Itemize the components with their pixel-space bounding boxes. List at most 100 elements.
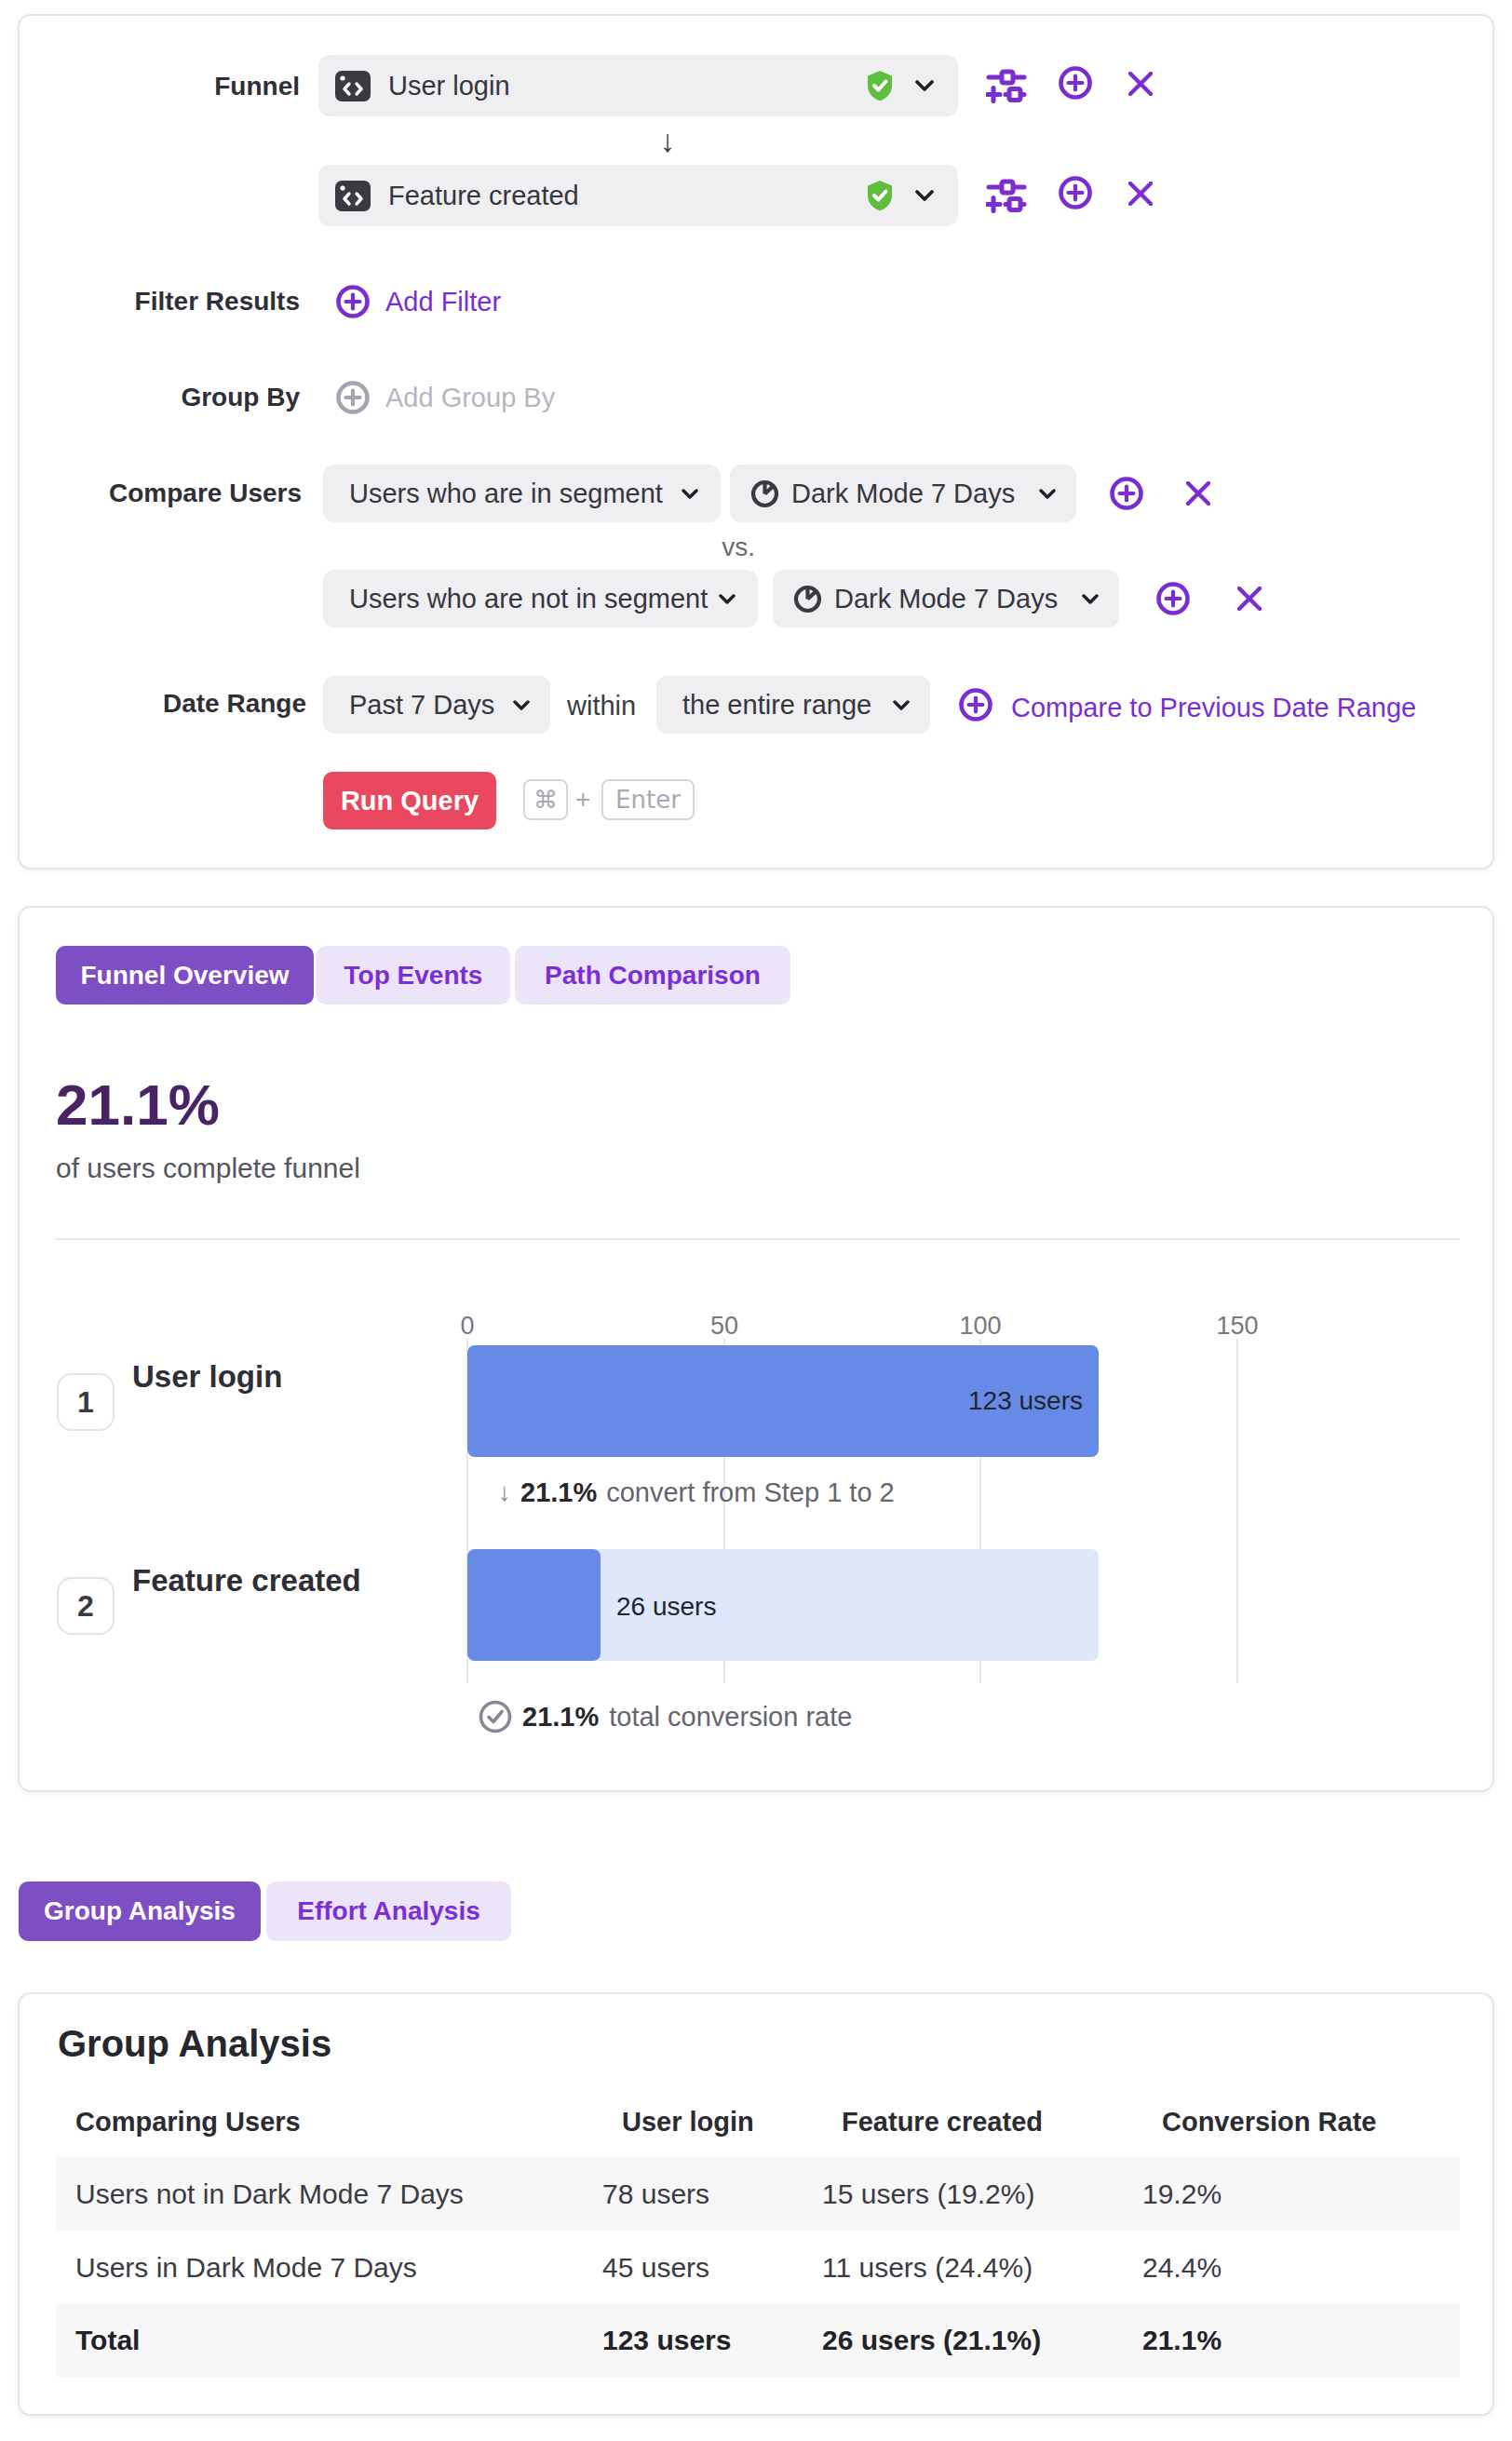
chevron-down-icon — [719, 594, 736, 604]
step-conversion-annotation: ↓ 21.1% convert from Step 1 to 2 — [498, 1476, 895, 1509]
headline-caption: of users complete funnel — [56, 1154, 360, 1182]
table-row: Users not in Dark Mode 7 Days 78 users 1… — [56, 2157, 1460, 2231]
segment-select-1[interactable]: Dark Mode 7 Days — [730, 465, 1076, 522]
segment-pie-icon — [793, 585, 822, 614]
cell-conversion-rate: 24.4% — [1142, 2252, 1222, 2284]
date-range-select[interactable]: Past 7 Days — [323, 676, 550, 734]
remove-step-icon[interactable] — [1128, 182, 1153, 206]
add-step-icon[interactable] — [1058, 175, 1093, 210]
funnel-overview-panel: Funnel Overview Top Events Path Comparis… — [18, 906, 1494, 1792]
segment-pie-icon — [750, 479, 779, 508]
compare-previous-link[interactable]: Compare to Previous Date Range — [1011, 692, 1416, 723]
step-2-number: 2 — [57, 1577, 115, 1635]
add-comparison-icon[interactable] — [1155, 581, 1191, 616]
event-icon — [335, 71, 371, 101]
date-range-value: Past 7 Days — [349, 690, 513, 721]
cell-conversion-rate: 19.2% — [1142, 2178, 1222, 2210]
funnel-step-1-select[interactable]: User login — [318, 55, 958, 116]
kbd-plus: + — [575, 785, 590, 815]
col-header-conversion-rate: Conversion Rate — [1162, 2108, 1376, 2136]
funnel-step-1-value: User login — [388, 71, 865, 101]
cell-comparing-users: Users in Dark Mode 7 Days — [75, 2252, 602, 2284]
add-filter-link[interactable]: Add Filter — [385, 286, 501, 317]
step-filter-sliders-icon[interactable] — [986, 65, 1027, 106]
col-header-user-login: User login — [622, 2108, 754, 2136]
segment-mode-select-2[interactable]: Users who are not in segment — [323, 570, 758, 627]
axis-tick-100: 100 — [943, 1313, 1018, 1339]
within-label: within — [567, 692, 636, 720]
cell-feature-created: 26 users (21.1%) — [822, 2325, 1142, 2356]
chevron-down-icon[interactable] — [915, 190, 934, 201]
query-builder-panel: Funnel User login — [18, 14, 1494, 870]
filter-results-label: Filter Results — [95, 288, 300, 316]
funnel-step-2-value: Feature created — [388, 181, 865, 211]
kbd-cmd: ⌘ — [523, 779, 568, 820]
step-2-label: Feature created — [132, 1565, 361, 1597]
add-group-by-link[interactable]: Add Group By — [385, 382, 555, 413]
axis-tick-50: 50 — [687, 1313, 762, 1339]
bar-1-value-label: 123 users — [968, 1386, 1083, 1416]
table-total-row: Total 123 users 26 users (21.1%) 21.1% — [56, 2304, 1460, 2377]
compare-previous-icon[interactable] — [958, 687, 993, 722]
tab-path-comparison[interactable]: Path Comparison — [515, 946, 790, 1005]
col-header-feature-created: Feature created — [842, 2108, 1043, 2136]
bar-step-1[interactable]: 123 users — [467, 1345, 1099, 1457]
check-circle-icon — [479, 1700, 512, 1733]
total-conversion-text: total conversion rate — [609, 1702, 852, 1733]
funnel-label: Funnel — [95, 73, 300, 101]
chevron-down-icon — [1082, 594, 1099, 604]
window-select[interactable]: the entire range — [656, 676, 930, 734]
chevron-down-icon[interactable] — [915, 80, 934, 91]
axis-tick-150: 150 — [1200, 1313, 1275, 1339]
step-1-number: 1 — [57, 1373, 115, 1431]
group-analysis-title: Group Analysis — [58, 2024, 331, 2063]
add-filter-icon[interactable] — [335, 284, 371, 319]
total-conversion-value: 21.1% — [522, 1702, 599, 1733]
cell-feature-created: 15 users (19.2%) — [822, 2178, 1142, 2210]
tab-effort-analysis[interactable]: Effort Analysis — [266, 1881, 511, 1941]
axis-tick-0: 0 — [430, 1313, 505, 1339]
verified-badge-icon — [865, 70, 895, 101]
segment-value: Dark Mode 7 Days — [791, 479, 1039, 509]
chevron-down-icon — [682, 489, 698, 499]
cell-feature-created: 11 users (24.4%) — [822, 2252, 1142, 2284]
page: Funnel User login — [0, 0, 1512, 2441]
bar-2-value-label: 26 users — [616, 1592, 716, 1622]
gridline-150 — [1236, 1339, 1238, 1683]
cell-comparing-users: Users not in Dark Mode 7 Days — [75, 2178, 602, 2210]
kbd-enter: Enter — [601, 779, 695, 820]
cell-user-login: 78 users — [602, 2178, 822, 2210]
segment-mode-select-1[interactable]: Users who are in segment — [323, 465, 721, 522]
table-row: Users in Dark Mode 7 Days 45 users 11 us… — [56, 2231, 1460, 2304]
add-group-by-icon[interactable] — [335, 380, 371, 415]
compare-users-label: Compare Users — [97, 479, 302, 507]
step-1-label: User login — [132, 1361, 282, 1393]
funnel-step-2-select[interactable]: Feature created — [318, 165, 958, 226]
bar-step-2[interactable] — [467, 1549, 601, 1661]
divider — [56, 1238, 1460, 1240]
step-conversion-value: 21.1% — [520, 1477, 597, 1508]
add-comparison-icon[interactable] — [1109, 476, 1144, 511]
remove-comparison-icon[interactable] — [1237, 587, 1262, 611]
tab-group-analysis[interactable]: Group Analysis — [19, 1881, 261, 1941]
group-analysis-panel: Group Analysis Comparing Users User logi… — [18, 1992, 1494, 2416]
cell-user-login: 123 users — [602, 2325, 822, 2356]
cell-total-label: Total — [75, 2325, 602, 2356]
step-filter-sliders-icon[interactable] — [986, 175, 1027, 216]
segment-select-2[interactable]: Dark Mode 7 Days — [773, 570, 1119, 627]
add-step-icon[interactable] — [1058, 65, 1093, 101]
col-header-comparing-users: Comparing Users — [75, 2108, 301, 2136]
verified-badge-icon — [865, 180, 895, 211]
tab-funnel-overview[interactable]: Funnel Overview — [56, 946, 314, 1005]
remove-step-icon[interactable] — [1128, 72, 1153, 96]
chevron-down-icon — [893, 700, 910, 710]
total-conversion-annotation: 21.1% total conversion rate — [479, 1700, 852, 1733]
chevron-down-icon — [1039, 489, 1056, 499]
remove-comparison-icon[interactable] — [1186, 481, 1210, 506]
tab-top-events[interactable]: Top Events — [317, 946, 510, 1005]
date-range-label: Date Range — [101, 690, 306, 718]
cell-conversion-rate: 21.1% — [1142, 2325, 1222, 2356]
run-query-button[interactable]: Run Query — [323, 772, 496, 829]
segment-mode-value: Users who are not in segment — [349, 584, 719, 614]
cell-user-login: 45 users — [602, 2252, 822, 2284]
